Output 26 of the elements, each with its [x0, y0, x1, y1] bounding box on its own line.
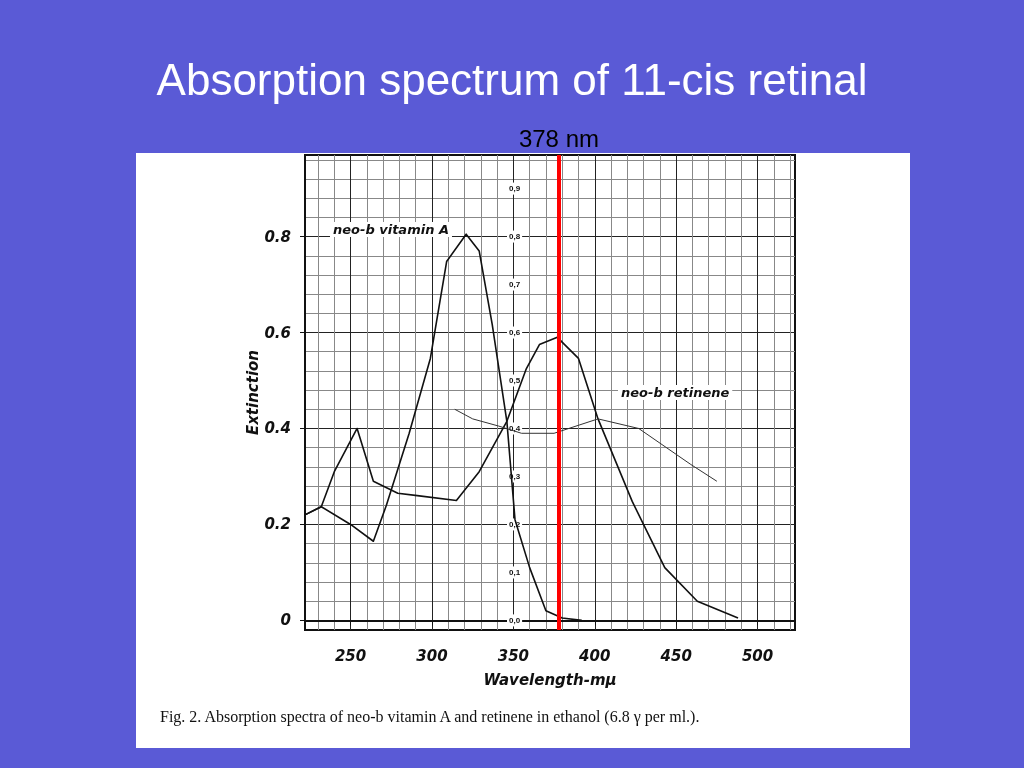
x-tick-label: 250 [334, 646, 367, 665]
y-tick-label: 0.2 [264, 515, 291, 534]
x-axis-title: Wavelength-mμ [483, 670, 617, 689]
x-tick-label: 500 [741, 646, 774, 665]
y-tick-label: 0.6 [264, 323, 291, 342]
y2-tick-label: 0,9 [509, 184, 521, 194]
y-tick-label: 0.8 [264, 227, 291, 246]
y2-tick-label: 0,1 [509, 567, 521, 577]
x-tick-label: 450 [659, 646, 692, 665]
ref-line-label: 378 nm [518, 124, 599, 152]
x-tick-label: 400 [578, 646, 611, 665]
y2-tick-label: 0,4 [509, 423, 521, 433]
series-label: neo-b vitamin A [333, 222, 449, 237]
x-tick-label: 300 [416, 646, 448, 665]
y2-tick-label: 0,0 [509, 615, 521, 625]
y2-tick-label: 0,8 [509, 232, 521, 242]
caption: Fig. 2. Absorption spectra of neo-b vitamin A and retinene in ethanol (6.8 γ per ml.). [160, 707, 700, 726]
y-axis-title: Extinction [243, 349, 262, 436]
text: neo-b retinene [621, 385, 730, 400]
y2-tick-label: 0,5 [509, 376, 521, 386]
x-tick-label: 350 [497, 646, 530, 665]
y-tick-label: 0.4 [264, 419, 291, 438]
y2-tick-label: 0,6 [509, 328, 521, 338]
y-tick-label: 0 [280, 611, 291, 630]
chart-title: Absorption spectrum of 11-cis retinal [156, 54, 868, 104]
y2-tick-label: 0,7 [509, 280, 521, 290]
